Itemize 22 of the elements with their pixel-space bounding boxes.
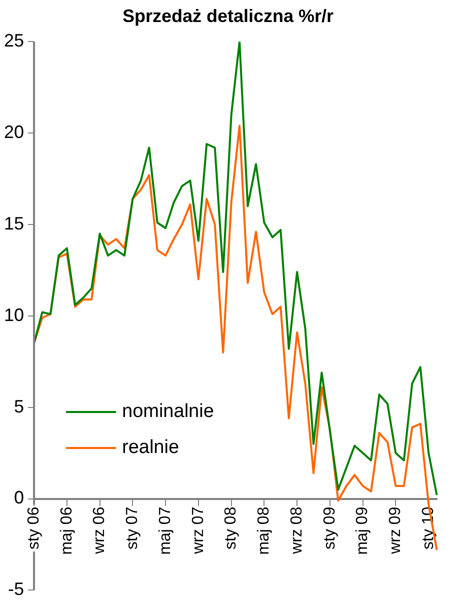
y-tick-label: 25	[4, 30, 24, 51]
legend-label: nominalnie	[122, 401, 214, 423]
x-tick-label: sty 08	[222, 506, 240, 550]
x-tick-label: sty 09	[321, 506, 338, 550]
y-tick-label: 5	[14, 396, 24, 416]
x-tick-label: wrz 08	[288, 506, 306, 555]
y-tick-label: 20	[4, 122, 24, 142]
x-tick-label: sty 06	[25, 506, 42, 550]
x-tick-label: wrz 09	[387, 506, 404, 555]
x-tick-label: wrz 07	[190, 506, 207, 555]
x-tick-label: maj 07	[156, 506, 174, 555]
y-tick-label: -5	[8, 579, 24, 600]
x-tick-label: wrz 06	[91, 506, 108, 555]
x-tick-label: maj 09	[354, 506, 372, 555]
x-tick-label: sty 07	[124, 506, 142, 550]
x-tick-label: maj 06	[58, 506, 76, 555]
legend-label: realnie	[122, 437, 180, 459]
x-tick-label: maj 08	[256, 506, 273, 555]
y-tick-label: 0	[14, 488, 24, 508]
chart-title: Sprzedaż detaliczna %r/r	[122, 6, 334, 26]
y-tick-label: 15	[4, 213, 24, 234]
y-tick-label: 10	[4, 304, 24, 325]
